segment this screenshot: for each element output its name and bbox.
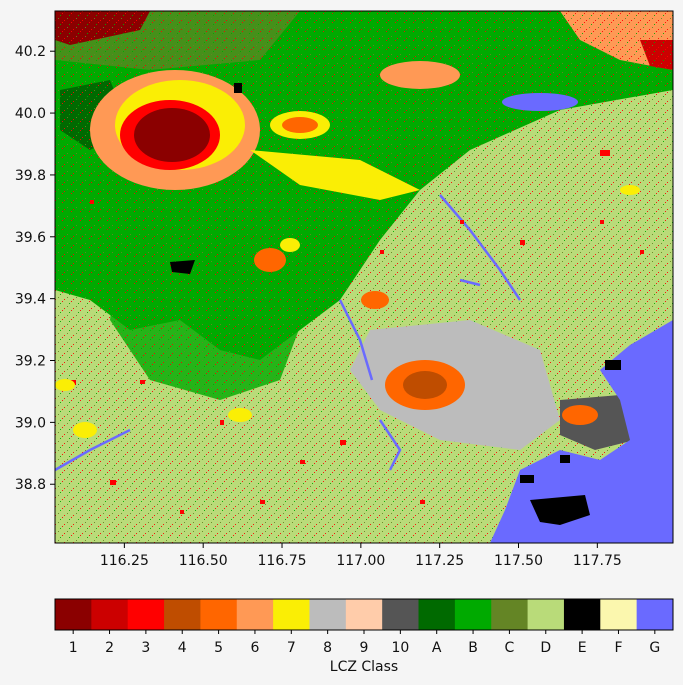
colorbar-swatch-G [636, 599, 674, 630]
colorbar-swatch-E [563, 599, 601, 630]
y-tick-label: 39.4 [15, 292, 46, 308]
axis-ticks: 116.25 116.50 116.75 117.00 117.25 117.50 117.… [15, 44, 622, 569]
colorbar-class-label: E [578, 640, 587, 656]
y-tick-label: 39.0 [15, 415, 46, 431]
colorbar-swatch-8 [309, 599, 347, 630]
colorbar-class-label: G [649, 640, 660, 656]
colorbar-class-label: C [505, 640, 515, 656]
colorbar-class-label: F [614, 640, 622, 656]
coastal-bare [530, 495, 590, 525]
colorbar-class-label: 10 [391, 640, 409, 656]
colorbar-swatch-10 [382, 599, 420, 630]
y-tick-label: 39.6 [15, 230, 46, 246]
colorbar-swatch-5 [200, 599, 238, 630]
colorbar-swatch-B [454, 599, 492, 630]
rivers [55, 194, 522, 472]
y-tick-label: 39.8 [15, 168, 46, 184]
colorbar-swatch-2 [91, 599, 129, 630]
y-tick-label: 40.0 [15, 106, 46, 122]
colorbar-swatch-1 [55, 599, 92, 630]
colorbar-class-label: A [432, 640, 442, 656]
colorbar-class-label: 1 [69, 640, 78, 656]
colorbar-swatch-4 [164, 599, 201, 630]
colorbar-swatch-D [527, 599, 565, 630]
x-tick-label: 116.25 [100, 553, 149, 569]
lcz-colorbar: 1 2 3 4 5 6 7 8 9 10 A B C D E F G [55, 599, 674, 656]
map-frame [54, 10, 674, 544]
x-tick-label: 117.50 [494, 553, 543, 569]
colorbar-label: LCZ Class [330, 659, 398, 675]
colorbar-class-label: 4 [178, 640, 187, 656]
colorbar-class-label: 6 [250, 640, 259, 656]
colorbar-class-label: D [540, 640, 551, 656]
colorbar-swatch-C [491, 599, 529, 630]
colorbar-class-label: B [468, 640, 478, 656]
colorbar-swatch-A [418, 599, 456, 630]
y-tick-label: 39.2 [15, 354, 46, 370]
bohai-sea [490, 320, 673, 543]
lcz-map [55, 11, 673, 543]
x-tick-label: 117.25 [415, 553, 464, 569]
colorbar-swatch-7 [273, 599, 310, 630]
tianjin-urban [385, 360, 465, 410]
reservoir [502, 93, 578, 111]
colorbar-class-label: 3 [141, 640, 150, 656]
beijing-urban [90, 70, 330, 190]
colorbar-class-label: 9 [360, 640, 369, 656]
x-tick-label: 117.00 [336, 553, 385, 569]
x-tick-label: 116.50 [179, 553, 228, 569]
colorbar-swatch-9 [345, 599, 383, 630]
colorbar-class-label: 5 [214, 640, 223, 656]
colorbar-class-label: 2 [105, 640, 114, 656]
colorbar-swatch-F [600, 599, 638, 630]
colorbar-class-label: 7 [287, 640, 296, 656]
colorbar-class-label: 8 [323, 640, 332, 656]
x-tick-label: 116.75 [258, 553, 307, 569]
y-tick-label: 40.2 [15, 44, 46, 60]
x-tick-label: 117.75 [573, 553, 622, 569]
colorbar-swatch-6 [236, 599, 274, 630]
colorbar-swatch-3 [127, 599, 165, 630]
colorbar-frame [54, 598, 674, 631]
y-tick-label: 38.8 [15, 477, 46, 493]
